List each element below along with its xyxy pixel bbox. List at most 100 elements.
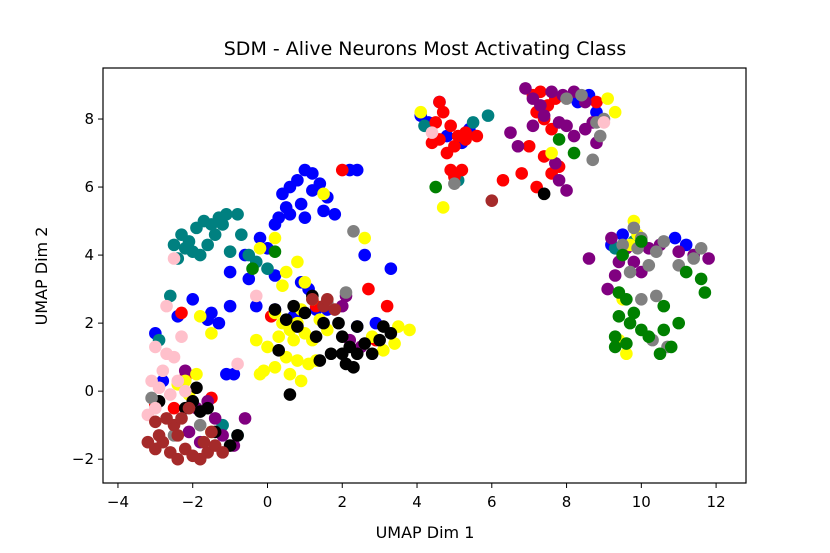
data-point (201, 401, 214, 415)
y-axis-label: UMAP Dim 2 (32, 227, 51, 326)
data-point (362, 282, 375, 296)
data-point (163, 388, 177, 401)
data-point (429, 116, 443, 129)
data-point (175, 228, 188, 241)
data-point (608, 105, 622, 119)
data-point (279, 313, 293, 327)
y-tick-label: 0 (84, 382, 94, 400)
data-point (276, 279, 289, 293)
data-point (590, 95, 603, 109)
data-point (335, 330, 349, 344)
data-point (657, 299, 671, 313)
data-point (560, 184, 573, 197)
data-point (175, 412, 188, 425)
data-point (440, 146, 454, 160)
data-point (560, 92, 573, 105)
data-point (664, 340, 678, 354)
data-point (623, 265, 637, 279)
data-point (294, 197, 308, 211)
data-point (317, 316, 330, 330)
data-point (253, 231, 267, 245)
data-point (403, 323, 416, 337)
data-point (350, 347, 364, 361)
x-tick-label: 8 (562, 493, 572, 511)
data-point (470, 129, 484, 143)
y-tick-label: 4 (84, 246, 94, 264)
data-point (567, 146, 581, 160)
data-point (283, 367, 297, 381)
data-points (141, 82, 715, 466)
data-point (268, 361, 282, 374)
y-tick-label: 6 (84, 178, 94, 196)
data-point (702, 252, 715, 265)
data-point (249, 289, 263, 303)
data-point (205, 327, 218, 340)
data-point (324, 347, 338, 361)
data-point (552, 133, 566, 146)
data-point (635, 293, 648, 306)
data-point (253, 241, 267, 255)
data-point (511, 139, 525, 153)
x-axis-label: UMAP Dim 1 (376, 523, 475, 542)
data-point (167, 252, 181, 265)
x-tick-label: 2 (337, 493, 347, 511)
data-point (190, 381, 203, 395)
data-point (205, 425, 218, 439)
data-point (291, 255, 304, 269)
data-point (526, 119, 540, 133)
data-point (291, 173, 304, 187)
data-point (433, 95, 446, 109)
data-point (608, 269, 622, 282)
data-point (380, 299, 394, 313)
data-point (313, 354, 327, 367)
data-point (298, 211, 312, 224)
data-point (276, 187, 289, 201)
data-point (586, 153, 600, 167)
data-point (160, 412, 173, 425)
data-point (261, 340, 274, 354)
data-point (317, 204, 330, 218)
data-point (365, 347, 379, 361)
data-point (272, 344, 286, 357)
data-point (448, 177, 461, 190)
data-point (672, 245, 686, 258)
data-point (627, 221, 641, 235)
data-point (216, 218, 229, 231)
data-point (698, 286, 712, 299)
data-point (466, 116, 480, 129)
data-point (608, 340, 622, 354)
data-point (268, 231, 282, 245)
data-point (328, 303, 342, 316)
data-point (182, 425, 196, 439)
data-point (552, 173, 566, 187)
data-point (597, 116, 611, 129)
x-axis-ticks: −4 −2 0 2 4 6 8 10 12 (107, 483, 726, 511)
data-point (425, 126, 439, 139)
data-point (231, 207, 244, 221)
data-point (246, 262, 259, 275)
data-point (167, 350, 181, 364)
data-point (156, 364, 170, 378)
data-point (649, 289, 663, 303)
data-point (193, 310, 207, 323)
data-point (231, 357, 244, 371)
data-point (306, 184, 319, 197)
data-point (328, 207, 342, 221)
data-point (268, 245, 282, 258)
data-point (623, 316, 637, 330)
data-point (242, 272, 256, 286)
data-point (332, 316, 345, 330)
data-point (687, 252, 700, 265)
data-point (268, 218, 282, 231)
data-point (279, 265, 293, 279)
data-point (519, 82, 532, 95)
data-point (216, 446, 229, 459)
data-point (163, 289, 177, 303)
data-point (481, 109, 495, 122)
data-point (249, 333, 263, 347)
data-point (425, 136, 439, 150)
data-point (485, 194, 499, 207)
y-axis-ticks: −2 0 2 4 6 8 (72, 110, 103, 468)
data-point (620, 293, 633, 306)
data-point (601, 282, 614, 296)
